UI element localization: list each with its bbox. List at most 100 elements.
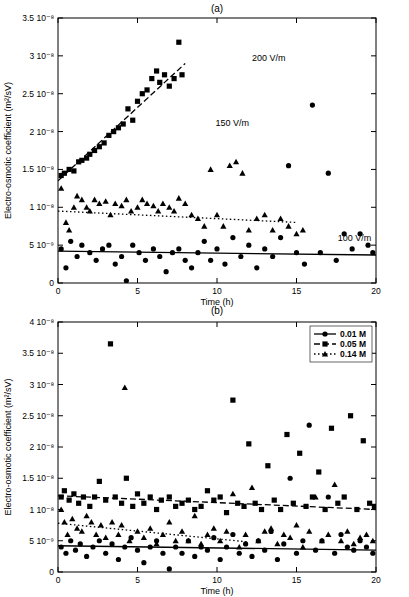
triangle-marker [293,231,299,237]
circle-marker [90,544,95,549]
x-tick [296,567,297,572]
triangle-marker [230,491,236,497]
triangle-marker [160,531,166,537]
triangle-marker [306,528,312,534]
square-marker [342,494,347,499]
triangle-marker [122,385,128,391]
triangle-marker [119,522,125,528]
square-marker [297,451,302,456]
circle-marker [288,476,293,481]
triangle-marker [262,212,268,218]
square-marker [176,40,181,45]
triangle-marker [182,200,188,206]
square-marker [199,504,204,509]
y-tick-label: 1.5 10⁻⁸ [22,164,54,174]
circle-marker [143,258,148,263]
y-tick [58,415,63,416]
triangle-marker [239,170,245,176]
y-tick [371,447,376,448]
legend: 0.01 M0.05 M0.14 M [310,326,372,362]
y-tick [371,169,376,170]
triangle-marker [211,525,217,531]
square-marker [97,479,102,484]
triangle-marker [63,219,69,225]
triangle-marker [319,538,325,544]
x-axis-label: Time (h) [200,586,233,596]
circle-marker [313,548,318,553]
circle-marker [116,557,121,562]
triangle-marker [134,204,140,210]
annotation: 200 V/m [252,53,286,63]
triangle-marker [243,531,249,537]
triangle-marker [285,223,291,229]
triangle-marker [79,528,85,534]
square-marker [253,501,258,506]
circle-marker [307,423,312,428]
y-tick [371,18,376,19]
triangle-marker [58,185,64,191]
triangle-marker [249,485,255,491]
triangle-marker [278,216,284,222]
y-tick-label: 0 [49,278,54,288]
y-tick [58,322,63,323]
square-marker [205,488,210,493]
x-tick [376,278,377,283]
triangle-marker [166,519,172,525]
circle-marker [278,235,283,240]
triangle-marker [79,197,85,203]
triangle-marker [208,166,214,172]
legend-box [310,326,372,362]
legend-label: 0.05 M [340,339,366,349]
square-marker [224,510,229,515]
legend-label: 0.01 M [340,329,366,339]
annotation: 150 V/m [215,118,249,128]
square-marker [230,398,235,403]
triangle-marker [357,535,363,541]
square-marker [179,72,184,77]
circle-marker [202,239,207,244]
triangle-marker [322,351,328,357]
x-tick-label: 0 [56,575,61,585]
square-marker [265,463,270,468]
triangle-marker [236,544,242,550]
square-marker [284,432,289,437]
triangle-marker [198,541,204,547]
x-tick-label: 20 [371,286,381,296]
circle-marker [135,548,140,553]
triangle-marker [115,531,121,537]
circle-marker [332,551,337,556]
triangle-marker [128,208,134,214]
square-marker [116,125,121,130]
square-marker [130,504,135,509]
panel-title: (b) [211,305,223,316]
trend-line [58,546,376,550]
y-tick-label: 3 10⁻⁸ [29,380,54,390]
triangle-marker [126,538,132,544]
square-marker [329,426,334,431]
x-tick-label: 15 [292,286,302,296]
circle-marker [106,243,111,248]
y-tick [58,447,63,448]
circle-marker [224,544,229,549]
circle-marker [113,261,118,266]
triangle-marker [214,212,220,218]
circle-marker [68,538,73,543]
plot-frame [58,18,376,283]
circle-marker [300,538,305,543]
plot-frame [58,322,376,572]
triangle-marker [281,531,287,537]
triangle-marker [134,528,140,534]
x-tick [296,18,297,23]
triangle-marker [363,531,369,537]
square-marker [354,507,359,512]
triangle-marker [84,204,90,210]
chart: (a)05 10⁻⁹1 10⁻⁸1.5 10⁻⁸2 10⁻⁸2.5 10⁻⁸3 … [3,3,381,307]
circle-marker [270,254,275,259]
x-tick [217,322,218,327]
trend-line [58,523,249,542]
triangle-marker [233,159,239,165]
circle-marker [84,554,89,559]
circle-marker [254,265,259,270]
triangle-marker [96,200,102,206]
x-tick-label: 10 [212,575,222,585]
